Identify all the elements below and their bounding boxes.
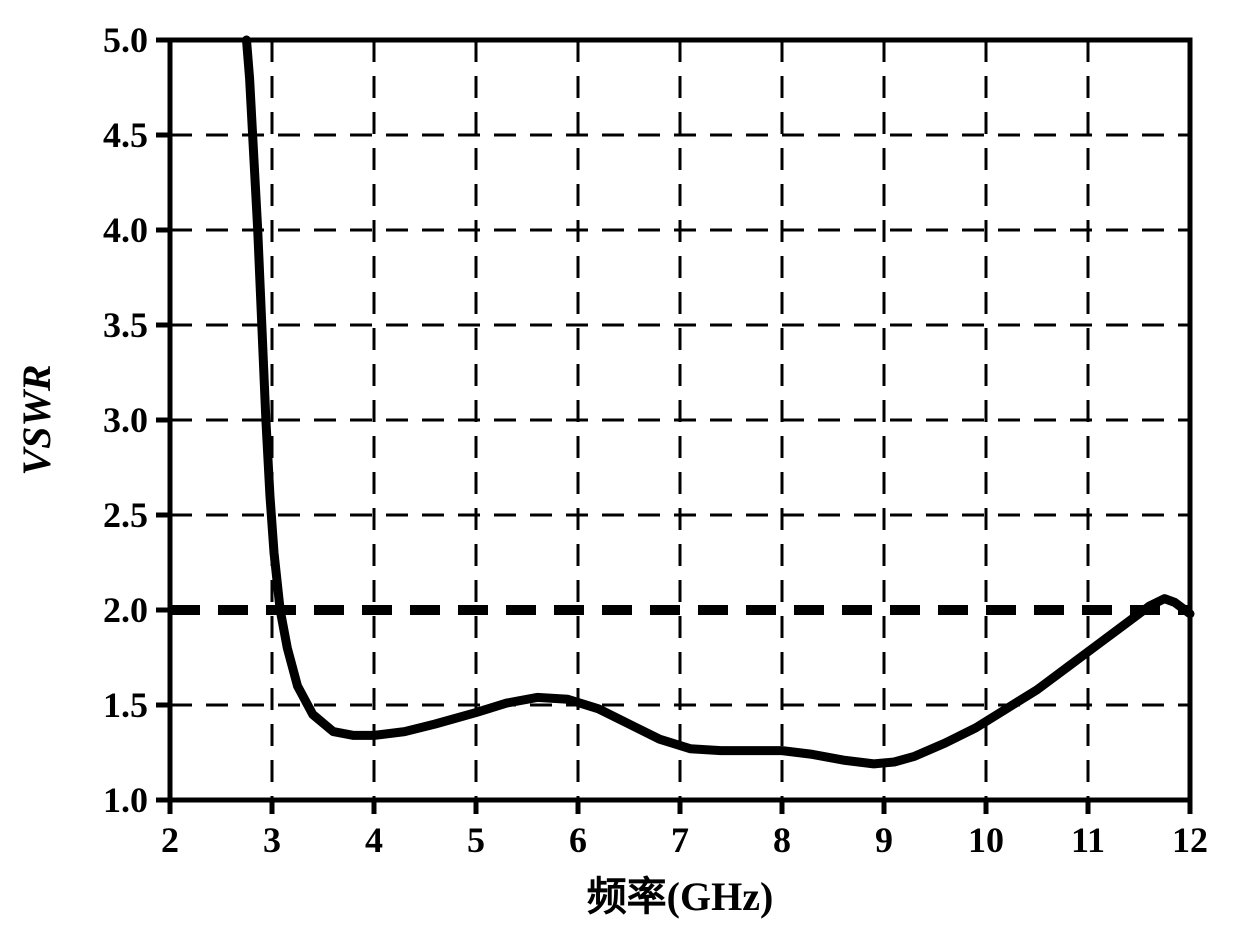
y-tick-label: 1.5: [103, 685, 148, 725]
x-tick-label: 6: [569, 820, 587, 860]
chart-svg: 2 3 4 5 6 7 8 9 10 11 12 1.0 1.5 2.0 2.5 3.0 3.5 4.0 4.5 5.…: [0, 0, 1239, 943]
y-tick-label: 5.0: [103, 20, 148, 60]
x-tick-label: 7: [671, 820, 689, 860]
y-tick-label: 4.0: [103, 210, 148, 250]
x-tick-label: 10: [968, 820, 1004, 860]
x-tick-label: 9: [875, 820, 893, 860]
y-tick-label: 2.0: [103, 590, 148, 630]
x-tick-label: 4: [365, 820, 383, 860]
y-tick-label: 1.0: [103, 780, 148, 820]
x-tick-label: 3: [263, 820, 281, 860]
y-axis-label: VSWR: [14, 364, 59, 475]
y-tick-label: 3.0: [103, 400, 148, 440]
x-axis-label: 频率(GHz): [587, 874, 774, 919]
x-tick-label: 8: [773, 820, 791, 860]
x-tick-label: 5: [467, 820, 485, 860]
y-tick-label: 2.5: [103, 495, 148, 535]
y-tick-label: 3.5: [103, 305, 148, 345]
vswr-chart: 2 3 4 5 6 7 8 9 10 11 12 1.0 1.5 2.0 2.5 3.0 3.5 4.0 4.5 5.…: [0, 0, 1239, 943]
x-tick-label: 12: [1172, 820, 1208, 860]
y-tick-label: 4.5: [103, 115, 148, 155]
x-tick-label: 11: [1071, 820, 1105, 860]
x-tick-label: 2: [161, 820, 179, 860]
